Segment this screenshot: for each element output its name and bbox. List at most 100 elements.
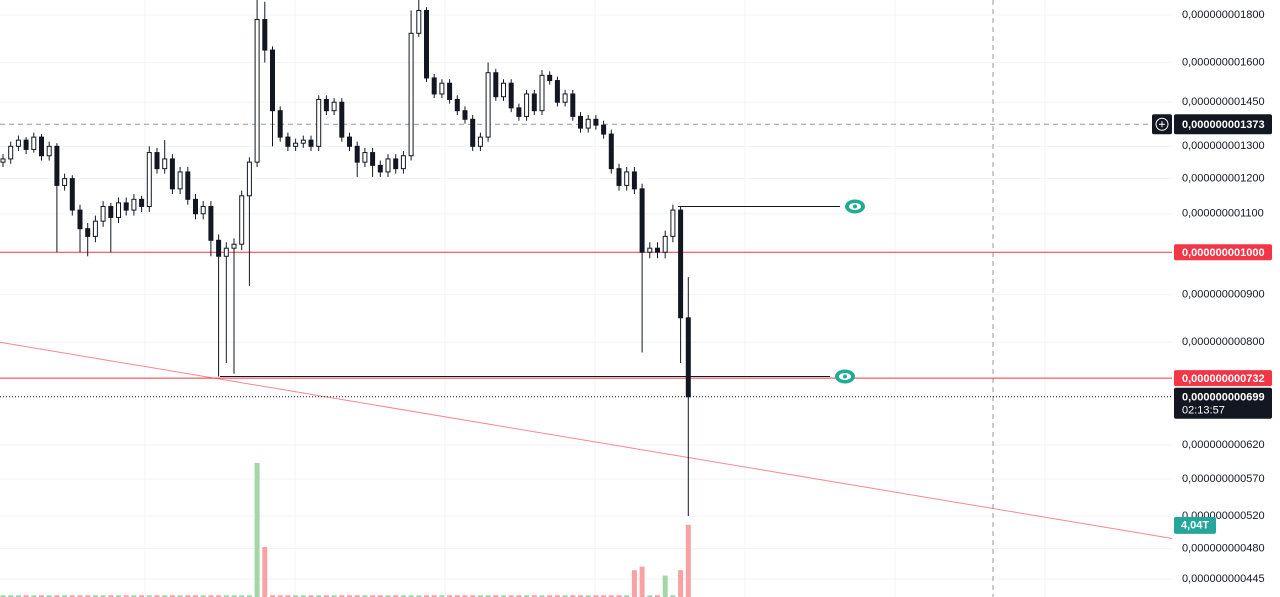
candle-body — [316, 98, 322, 147]
volume-bar — [246, 595, 252, 597]
candle-body — [370, 152, 376, 166]
volume-bar — [393, 595, 399, 597]
volume-bar — [162, 595, 168, 597]
candle-body — [323, 98, 329, 112]
candle-body — [516, 107, 522, 117]
candle-body — [485, 72, 491, 138]
candle-body — [308, 139, 314, 147]
volume-bar — [377, 595, 383, 597]
candle-body — [608, 133, 614, 170]
volume-bar — [200, 595, 206, 597]
volume-bar — [416, 595, 422, 597]
volume-bar — [431, 595, 437, 597]
price-scale — [1172, 0, 1280, 597]
candle-body — [23, 139, 29, 150]
candle-body — [377, 164, 383, 173]
candle-body — [524, 93, 530, 117]
y-tick-label: 0,000000000900 — [1182, 289, 1265, 301]
volume-bar — [177, 595, 183, 597]
candle-body — [77, 209, 83, 230]
candle-body — [631, 171, 637, 190]
volume-bar — [593, 595, 599, 597]
volume-bar — [370, 595, 376, 597]
volume-bar — [470, 595, 476, 597]
volume-bar — [408, 595, 414, 597]
volume-bar — [647, 595, 653, 597]
candle-body — [131, 198, 137, 211]
add-icon-plus — [1159, 121, 1165, 128]
level-label: 0,000000001000 — [1182, 247, 1265, 259]
candle-body — [601, 124, 607, 135]
volume-bar — [62, 595, 68, 597]
volume-bar — [447, 595, 453, 597]
last-price-label: 0,000000000699 — [1182, 392, 1265, 404]
candle-body — [185, 171, 191, 200]
volume-bar — [270, 595, 275, 597]
volume-bar — [0, 595, 6, 597]
volume-bar — [193, 595, 198, 597]
volume-bar — [624, 595, 630, 597]
volume-bar — [154, 595, 160, 597]
volume-bar — [485, 595, 491, 597]
volume-bar — [554, 595, 560, 597]
candle-body — [293, 142, 299, 147]
candle-body — [146, 152, 152, 207]
candle-body — [493, 72, 499, 98]
candle-body — [108, 205, 114, 218]
candle-body — [400, 155, 406, 170]
candle-body — [62, 178, 68, 186]
volume-bar — [15, 595, 21, 597]
candle-body — [670, 209, 676, 237]
volume-bar — [608, 595, 614, 597]
candle-body — [454, 98, 460, 112]
volume-bar — [23, 595, 29, 597]
volume-bar — [323, 595, 329, 597]
candle-body — [169, 158, 175, 190]
volume-bar — [354, 595, 360, 597]
candle-body — [347, 136, 352, 147]
candle-body — [154, 152, 160, 170]
candle-body — [616, 168, 622, 186]
candle-body — [477, 136, 483, 147]
volume-bar — [331, 595, 337, 597]
candle-body — [570, 93, 576, 117]
candle-body — [562, 93, 568, 103]
volume-bar — [524, 595, 530, 597]
candle-body — [508, 82, 514, 109]
candle-body — [300, 139, 306, 144]
volume-bar — [508, 595, 514, 597]
candle-body — [239, 195, 245, 245]
candle-body — [285, 136, 291, 147]
volume-bar — [362, 595, 368, 597]
volume-bar — [262, 546, 268, 597]
y-tick-label: 0,000000000620 — [1182, 439, 1265, 451]
candle-body — [116, 202, 121, 218]
volume-bar — [585, 595, 591, 597]
volume-bar — [85, 595, 91, 597]
volume-bar — [493, 595, 499, 597]
candle-body — [624, 171, 630, 186]
y-tick-label: 0,000000001100 — [1182, 208, 1264, 220]
candle-body — [8, 145, 14, 160]
candle-body — [0, 158, 6, 163]
candle-body — [647, 247, 653, 253]
candle-body — [92, 220, 98, 237]
level-label-box — [1174, 370, 1272, 387]
trendline — [0, 341, 1173, 539]
volume-bar — [477, 595, 483, 597]
candle-body — [331, 101, 337, 112]
visibility-marker-pupil — [843, 374, 847, 379]
volume-bar — [39, 595, 44, 597]
candle-body — [593, 118, 599, 126]
volume-bar — [685, 524, 691, 597]
volume-bar — [54, 595, 60, 597]
candle-body — [408, 32, 414, 157]
volume-bar — [531, 595, 537, 597]
candle-body — [200, 205, 206, 215]
y-tick-label: 0,000000001600 — [1182, 56, 1265, 68]
volume-bar — [108, 595, 114, 597]
candle-body — [31, 136, 37, 150]
volume-bar — [385, 595, 391, 597]
volume-bar — [285, 595, 291, 597]
